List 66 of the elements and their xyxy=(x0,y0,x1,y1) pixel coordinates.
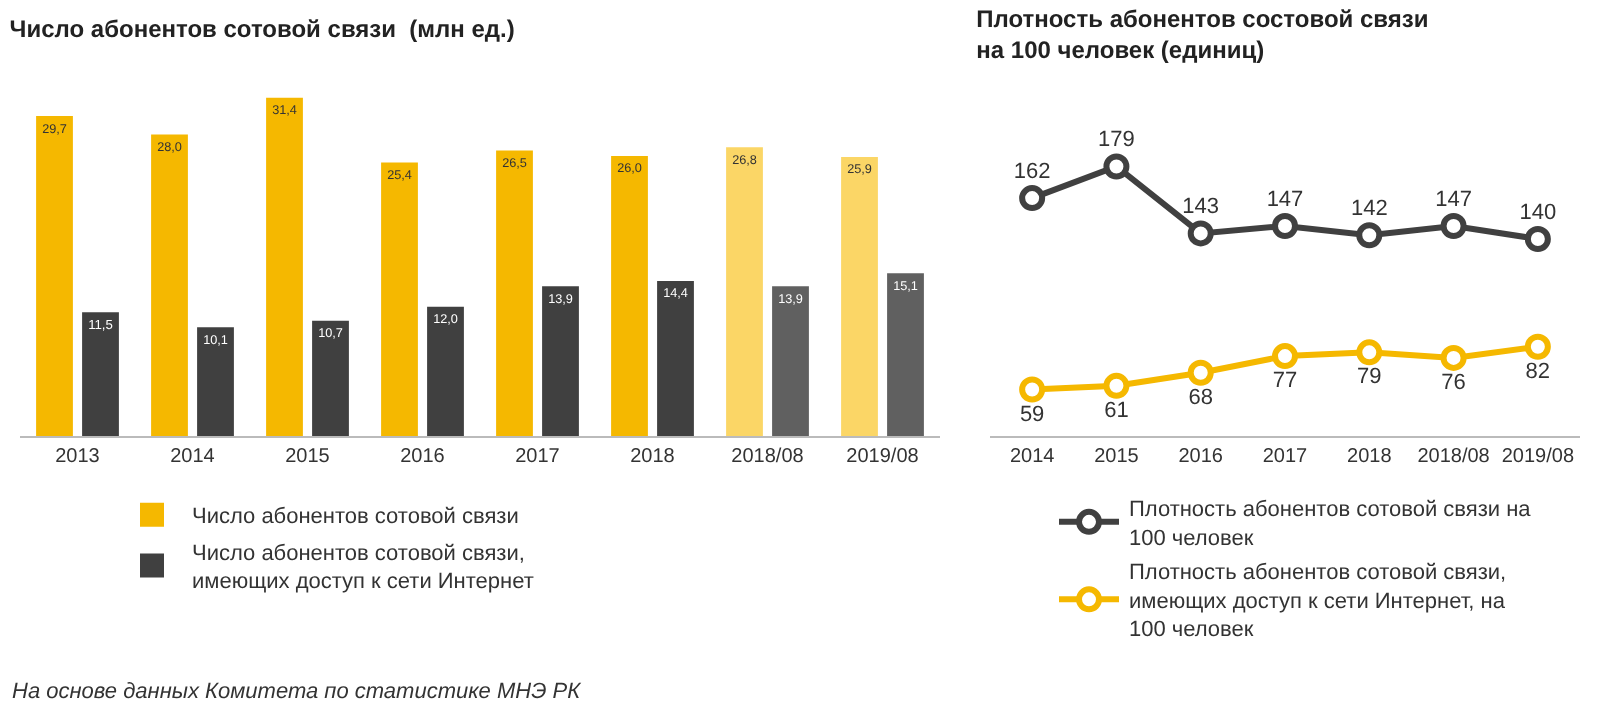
x-tick-label: 2015 xyxy=(1094,446,1140,468)
bar xyxy=(887,273,924,436)
bar xyxy=(772,286,809,436)
bar xyxy=(611,155,648,436)
point xyxy=(1524,225,1551,252)
data-label: 143 xyxy=(1182,195,1220,220)
text: На основе данных Комитета по статистике МНЭ РК xyxy=(12,680,581,704)
x-tick-label: 2015 xyxy=(285,446,331,468)
x-tick-label: 2018/08 xyxy=(731,446,805,468)
data-label: 179 xyxy=(1098,128,1135,153)
point xyxy=(1272,343,1298,370)
data-label: 59 xyxy=(1019,402,1045,427)
x-tick-label: 2018 xyxy=(630,446,676,468)
data-label: 77 xyxy=(1272,369,1298,394)
bar xyxy=(151,134,188,436)
point xyxy=(1019,376,1046,403)
chart-title: Число абонентов сотовой связи (млн ед.) xyxy=(9,15,515,44)
data-label: 82 xyxy=(1525,359,1551,384)
x-tick-label: 2017 xyxy=(1262,446,1309,468)
data-label: 76 xyxy=(1441,370,1466,395)
bar xyxy=(36,116,73,436)
x-tick-label: 2019/08 xyxy=(1501,446,1575,468)
x-tick-label: 2017 xyxy=(515,446,561,468)
x-tick-label: 2014 xyxy=(1009,446,1056,468)
point xyxy=(1440,212,1467,239)
data-label: 79 xyxy=(1357,365,1382,390)
bar xyxy=(197,327,234,436)
legend-label: Плотность абонентов сотовой связи, имеющих доступ к сети Интернет, на 100 человек xyxy=(1129,561,1507,643)
point xyxy=(1103,372,1130,399)
point xyxy=(1356,339,1383,366)
legend-label: Число абонентов сотовой связи xyxy=(192,505,519,530)
bar xyxy=(841,157,878,436)
x-tick-label: 2013 xyxy=(55,446,101,468)
bar xyxy=(657,280,694,436)
data-label: 147 xyxy=(1266,187,1304,212)
bar xyxy=(266,97,303,436)
x-tick-label: 2014 xyxy=(170,446,216,468)
bar xyxy=(726,147,763,436)
point xyxy=(1272,212,1298,239)
chart-title: Плотность абонентов состовой связи на 100 человек (единиц) xyxy=(976,5,1429,65)
x-tick-label: 2019/08 xyxy=(846,446,920,468)
x-tick-label: 2016 xyxy=(400,446,446,468)
x-tick-label: 2018/08 xyxy=(1417,446,1491,468)
bar xyxy=(542,286,579,436)
data-label: 140 xyxy=(1519,200,1557,225)
point xyxy=(1356,222,1383,249)
point xyxy=(1019,185,1046,212)
bar xyxy=(496,150,533,436)
data-label: 61 xyxy=(1104,398,1129,423)
bar xyxy=(82,312,119,436)
point xyxy=(1103,153,1130,180)
bar xyxy=(312,320,349,436)
x-tick-label: 2018 xyxy=(1347,446,1393,468)
point xyxy=(1440,344,1467,371)
point xyxy=(1187,220,1214,247)
point xyxy=(1187,359,1214,386)
data-label: 68 xyxy=(1188,385,1213,410)
x-tick-label: 2016 xyxy=(1178,446,1224,468)
point xyxy=(1524,333,1551,360)
data-label: 142 xyxy=(1350,197,1388,222)
data-label: 147 xyxy=(1435,187,1472,212)
legend-label: Число абонентов сотовой связи, имеющих доступ к сети Интернет xyxy=(192,541,534,595)
bar xyxy=(427,306,464,436)
data-label: 162 xyxy=(1013,160,1051,185)
bar xyxy=(381,162,418,436)
legend-label: Плотность абонентов сотовой связи на 100 человек xyxy=(1129,498,1533,551)
